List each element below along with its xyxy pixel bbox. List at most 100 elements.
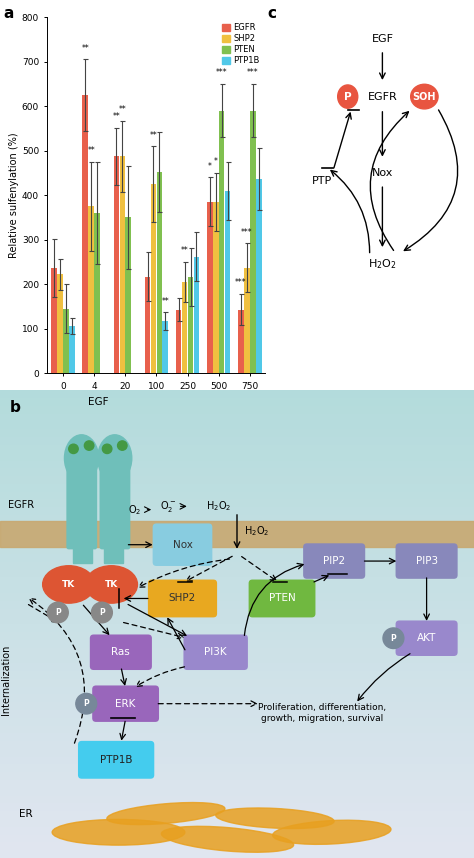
Bar: [0, 749, 474, 757]
FancyBboxPatch shape: [303, 543, 365, 579]
Circle shape: [118, 441, 127, 450]
Text: P: P: [55, 608, 61, 617]
FancyBboxPatch shape: [78, 740, 155, 779]
Text: **: **: [87, 146, 95, 155]
Bar: [0, 671, 474, 679]
FancyBboxPatch shape: [395, 543, 458, 579]
Text: ERK: ERK: [116, 698, 136, 709]
Text: c: c: [267, 7, 276, 21]
Text: b: b: [9, 400, 20, 414]
Text: **: **: [150, 130, 157, 140]
Bar: [0, 515, 474, 523]
Bar: [0, 827, 474, 835]
Circle shape: [102, 444, 112, 454]
Bar: [0, 803, 474, 812]
Bar: [0, 476, 474, 484]
Text: **: **: [118, 106, 126, 114]
Bar: [0, 398, 474, 406]
Bar: [0, 741, 474, 749]
Bar: [0, 530, 474, 539]
Bar: [0, 523, 474, 530]
Bar: [0, 547, 474, 554]
FancyBboxPatch shape: [66, 461, 97, 549]
Ellipse shape: [85, 565, 137, 603]
Text: O$_2^-$: O$_2^-$: [160, 498, 176, 514]
Bar: [0, 499, 474, 507]
Circle shape: [47, 602, 68, 623]
Bar: [244, 268, 250, 373]
Bar: [219, 111, 225, 373]
Circle shape: [84, 441, 94, 450]
Bar: [0, 570, 474, 577]
Bar: [238, 310, 244, 373]
Bar: [0, 390, 474, 398]
Text: EGF: EGF: [88, 397, 109, 407]
Ellipse shape: [43, 565, 95, 603]
Bar: [176, 310, 182, 373]
Bar: [0, 795, 474, 803]
FancyBboxPatch shape: [90, 634, 152, 670]
Bar: [0, 757, 474, 764]
Text: ER: ER: [19, 808, 33, 819]
Text: *: *: [208, 161, 212, 171]
X-axis label: EGF (ng ml⁻¹): EGF (ng ml⁻¹): [123, 393, 190, 403]
Bar: [0, 539, 474, 547]
Bar: [126, 217, 131, 373]
Text: PI3K: PI3K: [204, 647, 227, 657]
Bar: [0, 437, 474, 445]
Ellipse shape: [162, 826, 293, 852]
Bar: [0, 640, 474, 648]
Bar: [156, 172, 162, 373]
Text: Ras: Ras: [111, 647, 130, 657]
Bar: [145, 276, 150, 373]
FancyBboxPatch shape: [92, 686, 159, 722]
Bar: [0, 843, 474, 850]
Bar: [207, 202, 213, 373]
Bar: [57, 275, 63, 373]
Y-axis label: Relative sulfenylation (%): Relative sulfenylation (%): [9, 132, 19, 258]
Text: **: **: [162, 297, 169, 305]
Bar: [0, 616, 474, 625]
Text: SHP2: SHP2: [169, 594, 196, 603]
Text: ***: ***: [235, 278, 247, 287]
Text: O$_2$: O$_2$: [128, 503, 142, 517]
Bar: [0, 648, 474, 656]
Bar: [0, 625, 474, 632]
Bar: [0, 686, 474, 694]
Bar: [63, 309, 69, 373]
Text: SOH: SOH: [413, 92, 436, 101]
Text: AKT: AKT: [417, 633, 436, 644]
Bar: [194, 257, 199, 373]
Text: PTP1B: PTP1B: [100, 755, 132, 764]
Bar: [0, 468, 474, 476]
Bar: [88, 206, 94, 373]
Bar: [0, 656, 474, 663]
Bar: [0, 445, 474, 453]
Text: P: P: [83, 699, 89, 708]
Bar: [119, 156, 125, 373]
Text: H$_2$O$_2$: H$_2$O$_2$: [368, 257, 397, 270]
Bar: [0, 663, 474, 671]
Text: P: P: [99, 608, 105, 617]
Bar: [0, 702, 474, 710]
Bar: [163, 321, 168, 373]
Bar: [213, 202, 219, 373]
Circle shape: [383, 628, 404, 649]
Ellipse shape: [64, 435, 99, 481]
Text: EGF: EGF: [372, 34, 393, 44]
Text: TK: TK: [105, 580, 118, 589]
Text: a: a: [4, 7, 14, 21]
Text: PTP: PTP: [312, 177, 332, 186]
Bar: [0, 812, 474, 819]
Bar: [256, 178, 262, 373]
FancyBboxPatch shape: [100, 461, 130, 549]
Bar: [0, 421, 474, 429]
FancyBboxPatch shape: [395, 620, 458, 656]
Bar: [0, 414, 474, 421]
Bar: [82, 95, 88, 373]
Bar: [0, 461, 474, 468]
Ellipse shape: [410, 84, 438, 109]
Text: PIP2: PIP2: [323, 556, 345, 566]
Bar: [104, 542, 123, 564]
Bar: [0, 554, 474, 562]
